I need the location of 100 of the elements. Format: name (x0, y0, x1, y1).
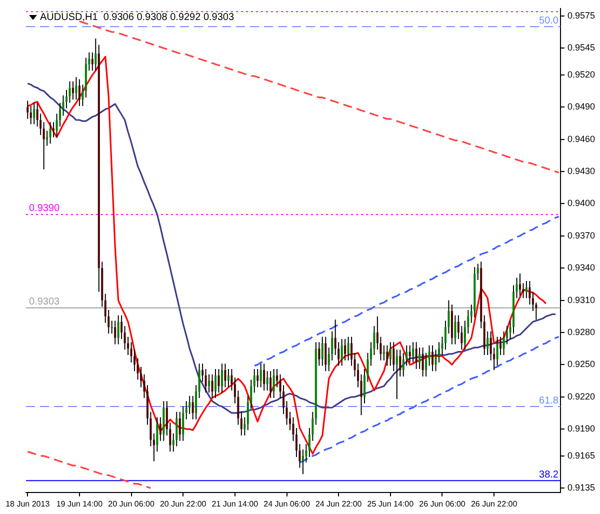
candlestick (386, 344, 388, 366)
candlestick (211, 374, 214, 398)
candlestick (344, 338, 346, 361)
y-tick-label: 0.9545 (567, 42, 596, 53)
candlestick (227, 368, 230, 388)
y-tick-label: 0.9490 (567, 102, 596, 112)
candlestick (389, 342, 392, 366)
candlestick (46, 130, 48, 146)
candlestick (382, 344, 385, 361)
line-series (298, 336, 560, 464)
candlestick (52, 122, 55, 138)
candlestick (178, 411, 181, 442)
line-series (254, 216, 560, 367)
candlestick (94, 38, 97, 72)
candlestick (253, 368, 256, 394)
candlestick (340, 338, 343, 366)
annotation: 50.0 (539, 15, 559, 26)
x-tick-label: 20 Jun 22:00 (160, 499, 207, 508)
candlestick (347, 336, 350, 361)
candlestick (220, 363, 223, 394)
candlestick (214, 368, 216, 398)
candlestick (240, 411, 242, 436)
candlestick (350, 336, 353, 366)
y-tick-label: 0.9135 (567, 482, 596, 493)
y-tick-label: 0.9280 (567, 326, 596, 337)
candlestick (415, 342, 418, 370)
candlestick (418, 347, 421, 370)
candlestick (496, 336, 498, 366)
y-tick-label: 0.9190 (567, 424, 596, 434)
candlestick (159, 416, 162, 442)
candlestick (195, 384, 198, 420)
candlestick (518, 272, 521, 297)
ref-line-label: 0.9390 (29, 203, 60, 214)
candlestick (454, 314, 456, 345)
x-tick-label: 26 Jun 06:00 (419, 499, 466, 508)
y-tick-label: 0.9310 (567, 294, 596, 305)
candlestick (72, 80, 74, 100)
candlestick (120, 314, 123, 340)
candlestick (266, 370, 268, 391)
y-tick-label: 0.9460 (567, 134, 596, 144)
x-tick-label: 24 Jun 06:00 (264, 499, 310, 508)
candlestick (408, 344, 411, 364)
candlestick (428, 344, 430, 366)
x-tick-label: 24 Jun 22:00 (315, 499, 362, 508)
candlestick (114, 320, 116, 345)
candlestick (82, 84, 84, 107)
candlestick (244, 416, 246, 436)
annotation: 38.2 (539, 469, 559, 480)
candlestick (202, 363, 204, 382)
y-tick-label: 0.9250 (567, 359, 596, 370)
candlestick (224, 363, 226, 388)
candlestick (321, 336, 324, 366)
candlestick (260, 363, 262, 388)
candlestick (33, 102, 36, 125)
candlestick (182, 406, 184, 442)
x-tick-label: 20 Jun 06:00 (108, 499, 155, 508)
candlestick (263, 363, 266, 391)
annotation: 61.8 (539, 395, 559, 406)
candlestick (26, 100, 29, 120)
candlestick (270, 370, 272, 398)
candlestick (396, 349, 398, 400)
candlestick (500, 336, 502, 356)
x-tick-label: 21 Jun 14:00 (212, 499, 259, 508)
candlestick (392, 342, 395, 372)
line-series (26, 450, 152, 489)
ref-line-label: 0.9303 (29, 296, 60, 308)
candlestick (152, 432, 155, 462)
candlestick (486, 330, 489, 356)
y-tick-label: 0.9340 (567, 262, 596, 273)
candlestick (192, 395, 194, 420)
candlestick (476, 263, 479, 280)
y-tick-label: 0.9430 (567, 166, 596, 176)
y-tick-label: 0.9165 (567, 450, 596, 460)
candlestick (272, 368, 275, 398)
x-tick-label: 26 Jun 22:00 (470, 499, 518, 508)
candlestick (30, 106, 32, 125)
x-tick-label: 18 Jun 2013 (6, 499, 50, 508)
candlestick (276, 368, 278, 388)
x-tick-label: 19 Jun 14:00 (56, 499, 104, 508)
y-tick-label: 0.9520 (567, 69, 596, 80)
candlestick (42, 122, 45, 170)
candlestick (528, 280, 531, 306)
candlestick (218, 368, 220, 394)
candlestick (525, 280, 528, 299)
candlestick (208, 374, 210, 394)
candlestick (110, 320, 113, 334)
y-tick-label: 0.9220 (567, 391, 596, 402)
candlestick (360, 374, 362, 416)
candlestick (75, 76, 78, 100)
y-tick-label: 0.9575 (567, 10, 596, 20)
candlestick (324, 336, 327, 372)
candlestick (91, 52, 94, 72)
candlestick (425, 352, 428, 377)
candlestick (422, 347, 424, 377)
candlestick (49, 122, 52, 144)
candlestick (412, 342, 414, 364)
candlestick (204, 368, 207, 394)
y-tick-label: 0.9370 (567, 230, 596, 240)
candlestick (198, 363, 200, 398)
candlestick (318, 342, 320, 366)
